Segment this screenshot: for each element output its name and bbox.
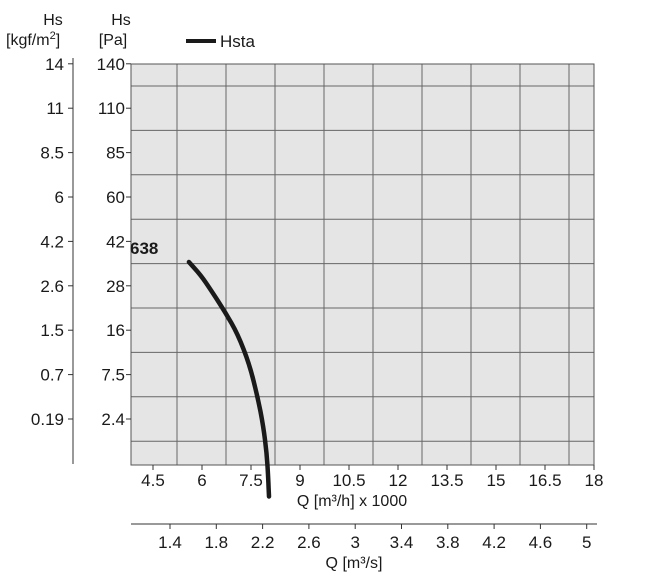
x2-tick-label: 3.8	[436, 533, 460, 552]
grid	[131, 64, 594, 465]
y-tick-label-kgf: 11	[46, 99, 64, 118]
x-tick-label: 13.5	[430, 471, 463, 490]
y-tick-label-pa: 60	[106, 188, 125, 207]
y-tick-label-kgf: 2.6	[40, 277, 64, 296]
x-axis-ticks: 4.5 6 7.5 9 10.5 12 13.5 15 16.5 18	[141, 465, 603, 490]
y-tick-label-kgf: 8.5	[40, 144, 64, 163]
y-tick-label-kgf: 0.19	[31, 410, 64, 429]
x2-tick-label: 3	[350, 533, 359, 552]
x2-tick-label: 2.2	[251, 533, 275, 552]
y-tick-label-kgf: 6	[55, 188, 64, 207]
y-tick-label-pa: 7.5	[101, 366, 125, 385]
y-tick-label-pa: 28	[106, 277, 125, 296]
y-tick-label-kgf: 4.2	[40, 232, 64, 251]
y-tick-label-pa: 2.4	[101, 410, 125, 429]
x2-tick-label: 4.2	[482, 533, 506, 552]
legend-label: Hsta	[220, 32, 256, 51]
plot-area	[131, 64, 594, 465]
x2-tick-label: 1.4	[158, 533, 182, 552]
x2-tick-label: 2.6	[297, 533, 321, 552]
series-curve	[186, 259, 272, 499]
x-tick-label: 6	[197, 471, 206, 490]
x-axis-label: Q [m³/h] x 1000	[297, 493, 407, 510]
x-tick-label: 9	[295, 471, 304, 490]
x-tick-label: 12	[389, 471, 408, 490]
outer-axis-title-unit: Hs	[43, 12, 63, 29]
y-tick-label-pa: 110	[98, 99, 125, 118]
inner-axis-title-units-line: [Pa]	[99, 32, 127, 49]
x2-tick-label: 5	[582, 533, 591, 552]
x2-tick-label: 1.8	[204, 533, 228, 552]
curve-label: 638	[130, 239, 158, 258]
secondary-x-axis-label: Q [m³/s]	[326, 555, 383, 572]
x-tick-label: 10.5	[332, 471, 365, 490]
y-tick-label-kgf: 14	[45, 55, 64, 74]
plot-border	[130, 63, 595, 466]
y-tick-label-kgf: 0.7	[40, 366, 64, 385]
x-tick-label: 16.5	[528, 471, 561, 490]
y-axis-ticks: 140 14 110 11 85 8.5 60 6 42 4.2 28 2.6 16 1.5 7.5 0.7 2…	[31, 55, 131, 429]
secondary-x-axis-ticks: 1.4 1.8 2.2 2.6 3 3.4 3.8 4.2 4.6 5	[158, 524, 591, 552]
y-tick-label-pa: 140	[97, 55, 125, 74]
outer-axis-title-units-line: [kgf/m2]	[6, 30, 60, 49]
x-tick-label: 15	[487, 471, 506, 490]
x2-tick-label: 3.4	[390, 533, 414, 552]
y-tick-label-pa: 42	[106, 232, 125, 251]
y-tick-label-kgf: 1.5	[40, 321, 64, 340]
y-tick-label-pa: 85	[106, 144, 125, 163]
y-tick-label-pa: 16	[106, 321, 125, 340]
series-layer	[186, 259, 272, 499]
x-tick-label: 4.5	[141, 471, 165, 490]
x-tick-label: 7.5	[239, 471, 263, 490]
inner-axis-title-unit: Hs	[111, 12, 131, 29]
x-tick-label: 18	[585, 471, 604, 490]
x2-tick-label: 4.6	[529, 533, 553, 552]
